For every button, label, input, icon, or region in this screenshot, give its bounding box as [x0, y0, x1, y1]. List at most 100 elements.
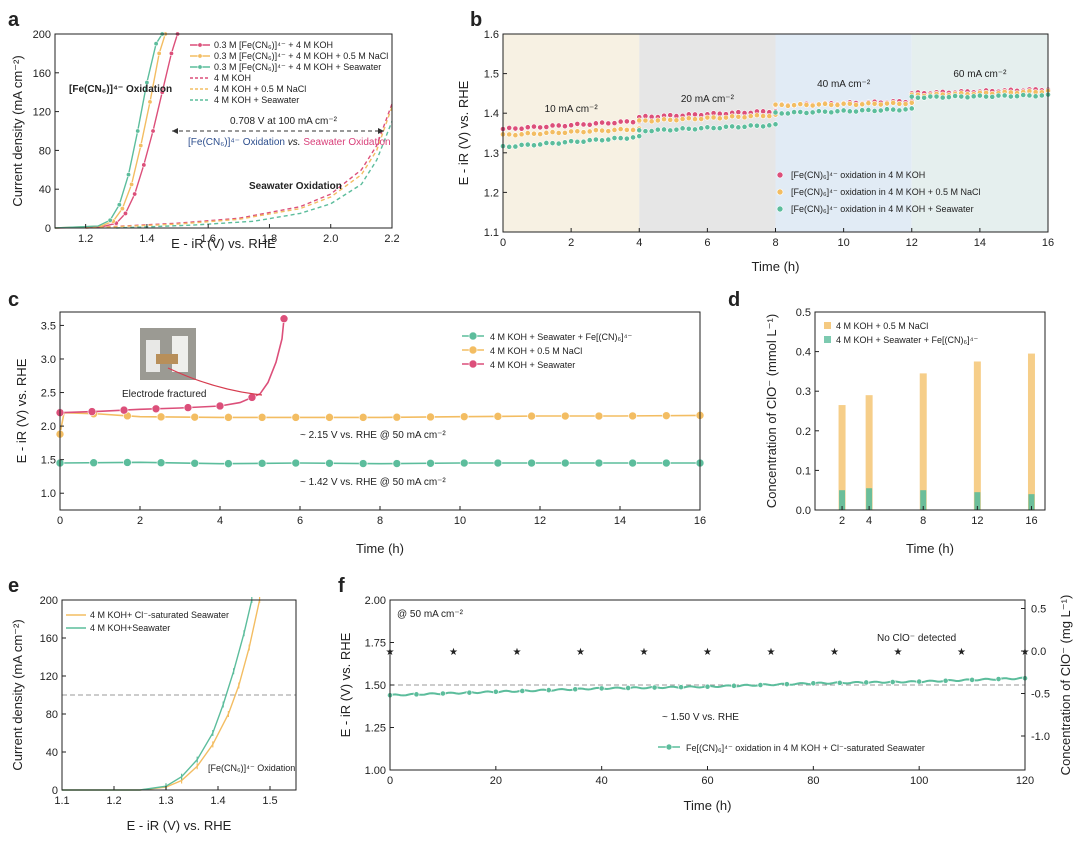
panel-b-series-2-point: [828, 102, 835, 108]
panel-b-series-2-point: [568, 128, 575, 135]
panel-b-series-3-point: [741, 123, 748, 130]
panel-b-series-3-point: [1026, 92, 1033, 99]
panel-b-series-1-point: [623, 118, 630, 125]
panel-b-series-2-point: [611, 127, 618, 133]
panel-d-legend-label: 4 M KOH + 0.5 M NaCl: [836, 321, 928, 331]
panel-b-xtick-label: 6: [704, 237, 710, 249]
panel-c-series-2-marker: [358, 413, 368, 422]
panel-b-series-2-point: [692, 116, 698, 123]
panel-b-series-1-point: [599, 119, 605, 126]
panel-b-series-2-point: [754, 112, 760, 119]
panel-c-ytick-label: 1.0: [41, 488, 56, 500]
panel-f-y2tick-label: 0.5: [1031, 604, 1046, 616]
panel-f-series-2-star: ★: [703, 647, 712, 658]
panel-b-series-2-point: [859, 101, 866, 108]
panel-f-series-2-star: ★: [449, 647, 458, 658]
panel-b-series-3-point: [518, 142, 525, 148]
panel-b-series-2-point: [642, 117, 649, 124]
panel-d-ytick-label: 0.2: [796, 426, 811, 438]
panel-b-series-3-point: [611, 135, 618, 141]
panel-a-series-5-line: [85, 106, 393, 229]
panel-e-xtick-label: 1.1: [54, 795, 69, 807]
panel-b-ytick-label: 1.5: [484, 69, 499, 81]
panel-b-series-2-point: [543, 129, 550, 136]
panel-a-series-1-marker: [122, 210, 128, 216]
panel-a-legend-marker: [197, 53, 203, 59]
panel-f-series-1-marker: [704, 683, 711, 690]
panel-d-legend-swatch: [824, 322, 831, 329]
panel-b-series-2-point: [834, 102, 841, 108]
panel-c-series-2-marker: [291, 413, 301, 422]
panel-b-series-2-point: [809, 102, 816, 109]
panel-a-series-3-line: [54, 33, 163, 229]
panel-b-series-2-point: [772, 101, 779, 108]
panel-f-legend-label: Fe[(CN)₆]⁴⁻ oxidation in 4 M KOH + Cl⁻-s…: [686, 743, 925, 753]
panel-b-ytick-label: 1.6: [484, 29, 499, 41]
panel-b-series-3-point: [710, 125, 717, 131]
panel-b-series-3-point: [679, 125, 686, 132]
panel-c-xtick-label: 2: [137, 515, 143, 527]
panel-f-series-1-marker: [836, 679, 843, 686]
panel-a-xtick-label: 2.2: [384, 233, 399, 245]
panel-b-series-1-point: [562, 123, 568, 130]
panel-b-legend-marker: [776, 205, 784, 213]
panel-b-series-2-point: [890, 99, 897, 106]
panel-b-legend-label: [Fe(CN)₆]⁴⁻ oxidation in 4 M KOH + Seawa…: [791, 204, 974, 214]
panel-a-xtick-label: 1.4: [139, 233, 154, 245]
panel-b-series-3-point: [834, 108, 841, 115]
panel-c-ylabel: E - iR (V) vs. RHE: [14, 358, 29, 463]
panel-f-series-1-marker: [731, 682, 737, 689]
panel-a-series-3-marker: [144, 80, 150, 86]
panel-b-series-3-point: [685, 125, 692, 132]
panel-d-xtick-label: 16: [1025, 515, 1037, 527]
panel-b-xtick-label: 0: [500, 237, 506, 249]
panel-e-ytick-label: 200: [40, 595, 58, 607]
panel-b-legend-marker: [776, 188, 784, 196]
panel-b-series-3-point: [958, 93, 965, 100]
panel-c-series-1-marker: [190, 458, 200, 468]
panel-c-series-2-marker: [628, 411, 637, 421]
panel-c-series-2-marker: [426, 412, 435, 422]
panel-b-series-2-point: [630, 127, 636, 133]
panel-c-series-2-marker: [190, 412, 200, 422]
panel-c-series-3-marker: [119, 405, 129, 415]
panel-d-ytick-label: 0.5: [796, 307, 811, 319]
panel-b-series-2-point: [667, 116, 674, 123]
panel-b-series-2-point: [871, 100, 878, 107]
panel-a-annotation-seawater: Seawater Oxidation: [249, 181, 342, 192]
panel-b-xtick-label: 16: [1042, 237, 1054, 249]
panel-b-xtick-label: 14: [974, 237, 986, 249]
panel-b-series-3-point: [537, 141, 544, 148]
panel-e-ytick-label: 160: [40, 633, 58, 645]
panel-d-ylabel: Concentration of ClO⁻ (mmol L⁻¹): [764, 314, 779, 508]
panel-b-segment-bg: [911, 34, 1048, 232]
panel-e-ytick-label: 0: [52, 785, 58, 797]
panel-c-series-1-marker: [628, 458, 637, 468]
panel-e-ylabel: Current density (mA cm⁻²): [10, 619, 25, 770]
panel-d-ytick-label: 0.0: [796, 505, 811, 517]
panel-e-legend-label: 4 M KOH+Seawater: [90, 623, 170, 633]
panel-c-xtick-label: 16: [694, 515, 706, 527]
panel-d-series-1-bar: [838, 405, 846, 510]
panel-f-xtick-label: 100: [910, 775, 928, 787]
panel-b-ytick-label: 1.2: [484, 187, 499, 199]
panel-f-y2tick-label: -0.5: [1031, 689, 1050, 701]
panel-f-xtick-label: 20: [490, 775, 502, 787]
panel-c-series-3-marker: [215, 401, 225, 411]
panel-b-series-3-point: [698, 125, 705, 132]
panel-d-series-2-bar: [866, 488, 873, 510]
panel-e-legend-label: 4 M KOH+ Cl⁻-saturated Seawater: [90, 610, 229, 620]
panel-f-series-2-star: ★: [957, 647, 966, 658]
panel-c-series-3-marker: [279, 314, 289, 324]
panel-a-legend-marker: [197, 64, 203, 70]
panel-a-legend-label: 0.3 M [Fe(CN₆)]⁴⁻ + 4 M KOH + Seawater: [214, 62, 381, 72]
panel-a-ytick-label: 0: [45, 223, 51, 235]
panel-a-label: a: [8, 9, 20, 31]
panel-f-annotation-noclo: No ClO⁻ detected: [877, 633, 956, 644]
panel-a-legend-label: 4 M KOH + 0.5 M NaCl: [214, 84, 306, 94]
panel-b-series-2-point: [747, 113, 754, 120]
panel-b-series-2-point: [679, 116, 686, 122]
panel-d-series-2-bar: [1028, 494, 1035, 510]
panel-b-series-3-point: [884, 106, 890, 113]
